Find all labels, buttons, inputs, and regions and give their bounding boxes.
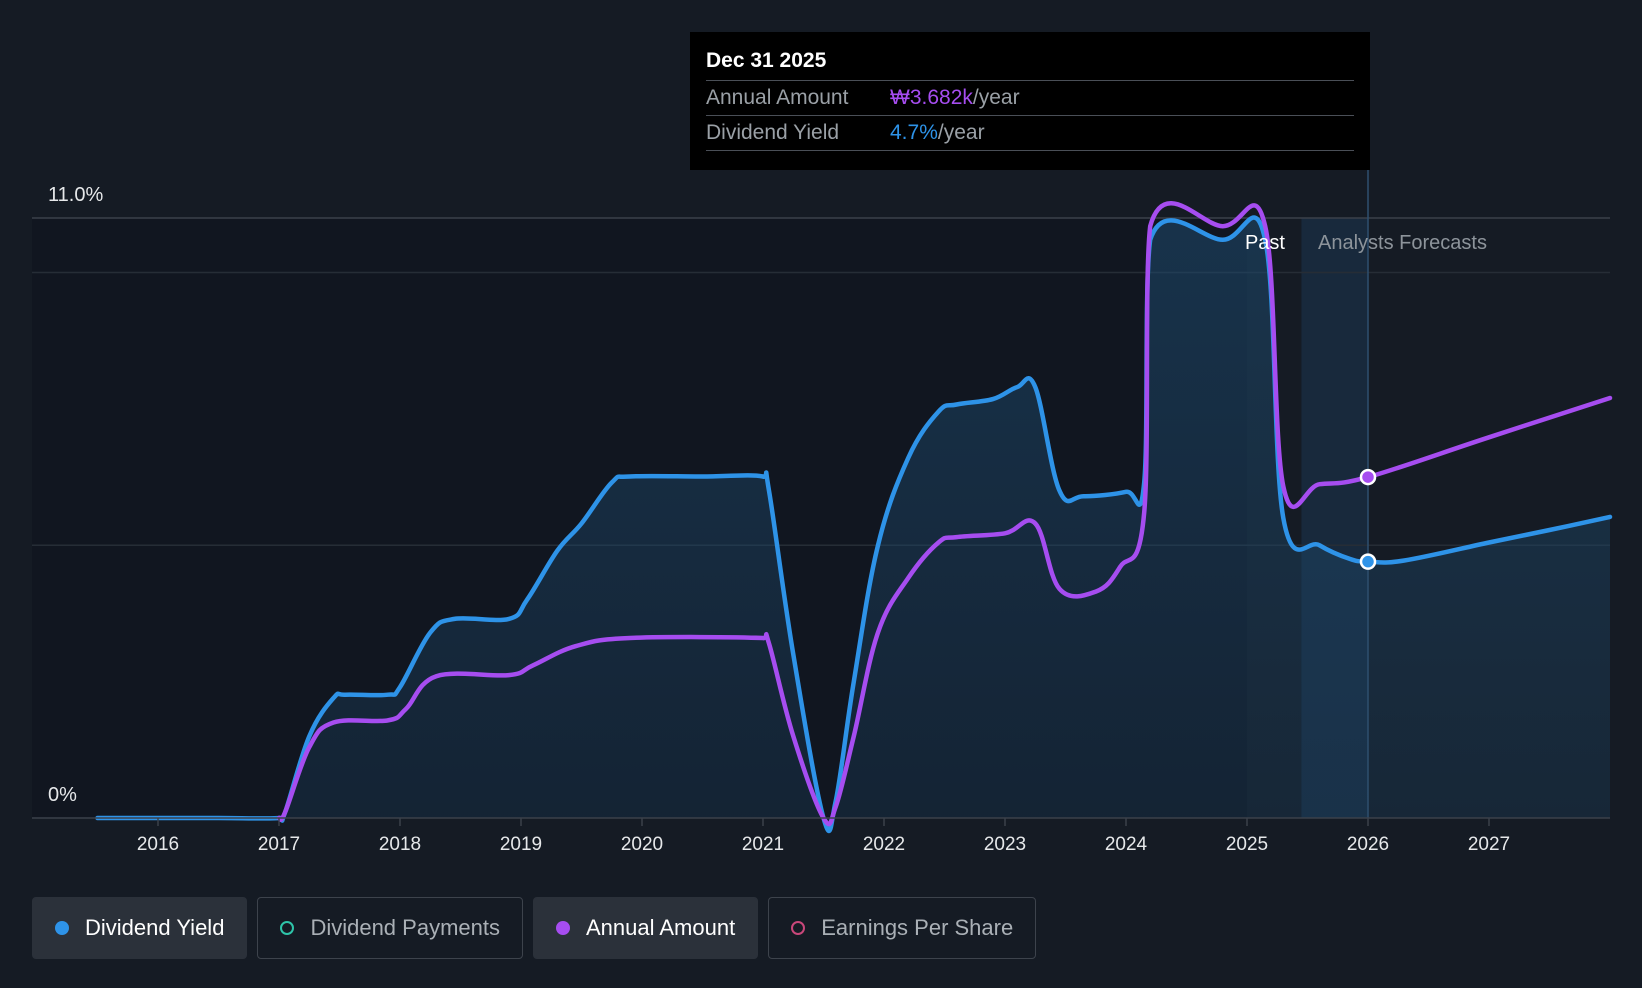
legend-label: Dividend Payments [310, 915, 500, 940]
x-tick-label: 2025 [1226, 834, 1268, 855]
filled-circle-icon [555, 921, 570, 935]
legend-label: Earnings Per Share [821, 915, 1014, 940]
tooltip-value: ₩3.682k [890, 86, 973, 109]
x-tick-label: 2021 [742, 834, 784, 855]
dividend-yield-area [97, 217, 1610, 832]
tooltip-value: 4.7% [890, 121, 938, 144]
legend-label: Annual Amount [585, 915, 736, 940]
tooltip-label: Annual Amount [706, 86, 849, 109]
legend-dividend-yield-button[interactable]: Dividend Yield [32, 897, 248, 959]
x-tick-label: 2027 [1468, 834, 1510, 855]
outline-circle-icon [791, 921, 806, 935]
x-tick-label: 2020 [621, 834, 663, 855]
legend-dividend-payments-button[interactable]: Dividend Payments [257, 897, 523, 959]
tooltip-unit: /year [972, 86, 1020, 109]
chart-legend: Dividend Yield Dividend Payments Annual … [32, 897, 1037, 959]
legend-earnings-per-share-button[interactable]: Earnings Per Share [768, 897, 1037, 959]
dividend-yield-highlight-point [1359, 553, 1377, 570]
y-axis-max-label: 11.0% [48, 184, 103, 206]
tooltip-date: Dec 31 2025 [706, 49, 827, 72]
x-tick-label: 2024 [1105, 834, 1148, 855]
x-tick-label: 2022 [863, 834, 905, 855]
tooltip-label: Dividend Yield [706, 121, 840, 144]
filled-circle-icon [55, 921, 69, 935]
gridlines [32, 217, 1610, 547]
x-tick-label: 2018 [379, 834, 421, 855]
highlight-points [1359, 468, 1377, 570]
annual-amount-line [276, 201, 1613, 827]
legend-annual-amount-button[interactable]: Annual Amount [532, 897, 759, 959]
tooltip-row-annual-amount: Annual Amount ₩3.682k /year [706, 80, 1354, 115]
x-axis-ticks: 2016 2017 2018 2019 2020 2021 2022 2023 2024 2025… [137, 818, 1510, 855]
tooltip-unit: /year [937, 121, 985, 144]
series-lines [95, 201, 1613, 834]
x-tick-label: 2019 [500, 834, 542, 855]
past-region-label: Past [1245, 232, 1285, 254]
y-axis-min-label: 0% [48, 784, 77, 806]
annual-amount-highlight-point [1359, 468, 1377, 486]
forecast-region-label: Analysts Forecasts [1318, 232, 1487, 254]
chart-tooltip: Dec 31 2025 Annual Amount ₩3.682k /year … [690, 32, 1370, 170]
x-tick-label: 2016 [137, 834, 179, 855]
x-tick-label: 2023 [984, 834, 1026, 855]
outline-circle-icon [280, 921, 295, 935]
x-tick-label: 2026 [1347, 834, 1389, 855]
legend-label: Dividend Yield [85, 915, 225, 940]
x-tick-label: 2017 [258, 834, 300, 855]
tooltip-row-dividend-yield: Dividend Yield 4.7% /year [706, 115, 1354, 151]
